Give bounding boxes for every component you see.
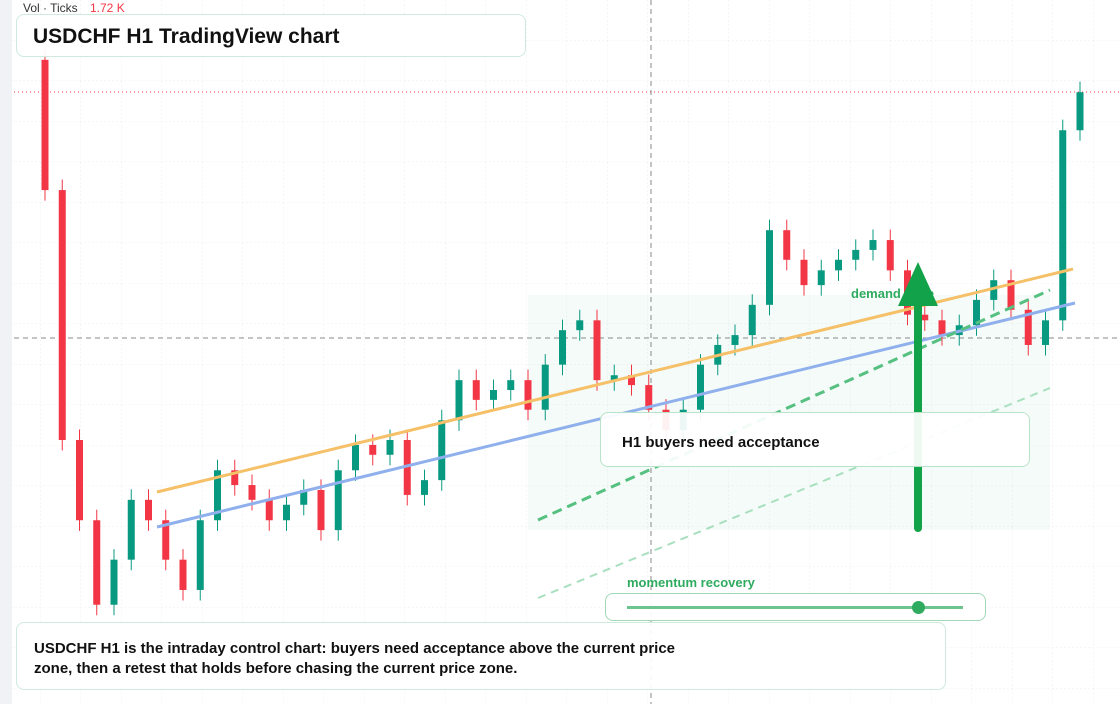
candle-body — [817, 270, 825, 286]
candle-body — [41, 59, 49, 191]
candle-body — [438, 420, 446, 481]
candle-body — [455, 380, 463, 421]
candle-body — [852, 249, 860, 260]
momentum-label: momentum recovery — [627, 575, 755, 590]
candle-body — [921, 314, 929, 321]
indicator-value: 1.72 K — [90, 1, 125, 15]
indicator: Vol · Ticks — [23, 1, 78, 15]
candle-body — [300, 489, 308, 505]
candle-body — [783, 230, 791, 260]
candle-body — [610, 375, 618, 381]
caption-box: USDCHF H1 is the intraday control chart:… — [16, 622, 946, 690]
trendline — [537, 288, 1051, 522]
candle-body — [1024, 309, 1032, 345]
candle-body — [576, 320, 584, 331]
candle-body — [334, 470, 342, 531]
candle-body — [196, 520, 204, 590]
candle-body — [886, 240, 894, 271]
candle-body — [524, 380, 532, 410]
callout: H1 buyers need acceptance — [600, 412, 1030, 467]
candle-body — [559, 330, 566, 365]
candle-body — [1059, 130, 1067, 321]
caption: USDCHF H1 is the intraday control chart:… — [34, 640, 676, 677]
candle-body — [697, 364, 704, 410]
candle-body — [835, 259, 842, 271]
slider-knob — [912, 601, 925, 614]
candle-body — [1007, 280, 1015, 310]
candle-body — [58, 190, 66, 440]
candle-body — [507, 380, 515, 391]
candle-body — [110, 559, 118, 605]
candle-body — [162, 520, 170, 560]
arrow-head — [898, 262, 938, 306]
candle-body — [645, 385, 653, 410]
candle-body — [800, 259, 808, 286]
candle-body — [231, 470, 239, 486]
candle-body — [593, 320, 601, 381]
candle-body — [973, 299, 980, 326]
candle-body — [490, 390, 497, 400]
candle-body — [127, 499, 135, 560]
title-box: USDCHF H1 TradingView chart — [16, 14, 526, 57]
candle-body — [76, 440, 83, 521]
candle-body — [990, 280, 998, 300]
candle-body — [386, 440, 394, 455]
candle-body — [265, 499, 273, 521]
candle-body — [317, 489, 325, 531]
candle-body — [938, 320, 946, 336]
candle-body — [214, 470, 221, 521]
candle-body — [1076, 92, 1084, 131]
candle-body — [541, 364, 549, 410]
candle-body — [369, 444, 377, 455]
candle-body — [766, 230, 773, 305]
candle-body — [731, 335, 739, 345]
callout-text: H1 buyers need acceptance — [622, 434, 820, 451]
candle-body — [421, 480, 428, 495]
candle-body — [472, 380, 480, 400]
slider-track — [627, 606, 963, 609]
candle-body — [179, 559, 187, 590]
momentum-track — [605, 593, 986, 621]
left-edge — [0, 0, 12, 704]
candle-body — [869, 240, 877, 250]
candle-body — [283, 504, 290, 521]
candle-body — [1042, 320, 1049, 345]
candle-body — [248, 485, 256, 500]
candle-body — [352, 444, 359, 471]
candle-body — [748, 304, 756, 336]
candle-body — [93, 520, 101, 605]
candles — [41, 49, 1084, 616]
candle-body — [628, 375, 635, 386]
title: USDCHF H1 TradingView chart — [33, 25, 340, 48]
candle-body — [145, 499, 152, 521]
